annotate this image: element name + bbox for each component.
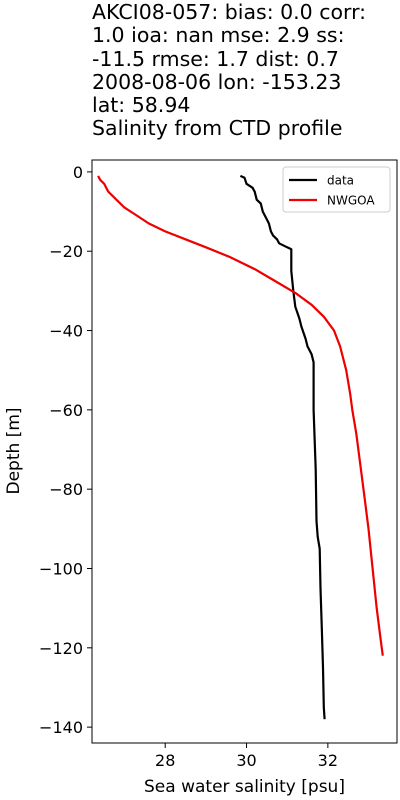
y-tick-label: −60 bbox=[49, 401, 83, 420]
y-tick-label: −140 bbox=[39, 718, 83, 737]
legend-label-data: data bbox=[327, 174, 354, 188]
x-axis-ticks: 28 30 32 bbox=[155, 743, 338, 770]
x-tick-label: 32 bbox=[318, 751, 338, 770]
legend-label-nwgoa: NWGOA bbox=[327, 194, 375, 208]
title-line: 2008-08-06 lon: -153.23 bbox=[92, 69, 342, 94]
series-line-data bbox=[239, 174, 326, 720]
y-tick-label: −100 bbox=[39, 559, 83, 578]
title-line: Salinity from CTD profile bbox=[92, 116, 343, 141]
y-tick-label: −20 bbox=[49, 242, 83, 261]
plot-frame bbox=[91, 159, 398, 744]
y-tick-label: −120 bbox=[39, 639, 83, 658]
legend: data NWGOA bbox=[282, 166, 391, 213]
title-line: -11.5 rmse: 1.7 dist: 0.7 bbox=[92, 46, 339, 71]
series-line-nwgoa bbox=[97, 175, 384, 656]
y-tick-label: −80 bbox=[49, 480, 83, 499]
x-tick-label: 28 bbox=[155, 751, 175, 770]
title-line: lat: 58.94 bbox=[92, 93, 191, 118]
y-tick-label: −40 bbox=[49, 322, 83, 341]
title-line: 1.0 ioa: nan mse: 2.9 ss: bbox=[92, 23, 345, 48]
y-axis-ticks: 0 −20 −40 −60 −80 −100 −120 −140 bbox=[39, 163, 92, 737]
chart-title: AKCI08-057: bias: 0.0 corr: 1.0 ioa: nan … bbox=[92, 0, 397, 141]
title-line: AKCI08-057: bias: 0.0 corr: bbox=[92, 0, 367, 24]
y-tick-label: 0 bbox=[73, 163, 83, 182]
x-tick-label: 30 bbox=[236, 751, 256, 770]
x-axis-label: Sea water salinity [psu] bbox=[144, 777, 345, 797]
plot-layer bbox=[97, 174, 384, 720]
y-axis-label: Depth [m] bbox=[4, 407, 24, 494]
